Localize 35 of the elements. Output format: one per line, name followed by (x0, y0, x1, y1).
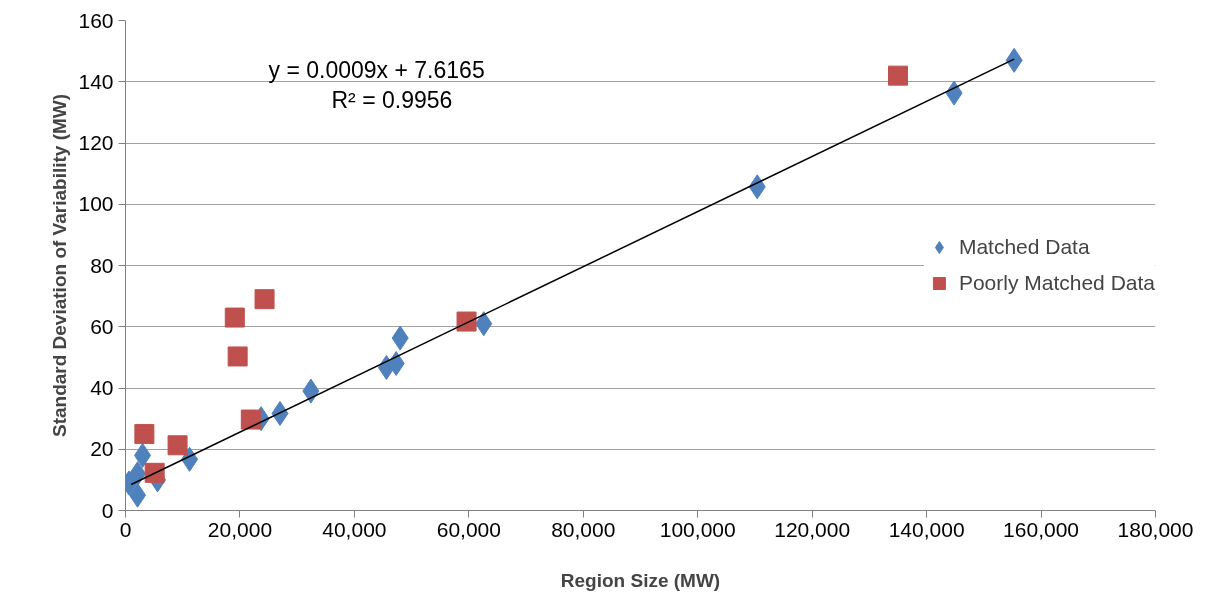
y-tick-label: 140 (78, 69, 114, 93)
point (167, 435, 188, 456)
legend-label: Poorly Matched Data (958, 271, 1155, 295)
x-tick-label: 120,000 (774, 517, 851, 541)
point (144, 462, 165, 483)
y-tick-label: 20 (90, 437, 114, 461)
point (240, 409, 261, 430)
y-tick-label: 160 (78, 8, 114, 32)
x-tick-label: 100,000 (659, 517, 736, 541)
point (387, 351, 405, 376)
legend-label: Matched Data (958, 235, 1090, 259)
point (227, 346, 248, 367)
point (224, 307, 245, 328)
x-tick-label: 40,000 (322, 517, 387, 541)
point (254, 289, 275, 310)
y-tick-label: 0 (101, 498, 114, 522)
x-tick-label: 180,000 (1117, 517, 1194, 541)
x-tick-label: 140,000 (888, 517, 965, 541)
x-axis-title: Region Size (MW) (560, 569, 721, 591)
y-tick-label: 120 (78, 131, 114, 154)
x-tick-label: 80,000 (551, 517, 616, 541)
y-tick-label: 100 (78, 192, 114, 216)
x-tick-label: 160,000 (1003, 517, 1080, 541)
point (456, 311, 477, 332)
y-axis-title: Standard Deviation of Variability (MW) (49, 93, 71, 438)
x-tick-label: 20,000 (207, 517, 273, 541)
y-tick-label: 80 (90, 253, 114, 277)
x-tick-label: 60,000 (436, 517, 501, 541)
x-tick-label: 0 (119, 517, 132, 541)
annotation: y = 0.0009x + 7.6165 (268, 56, 485, 83)
point (134, 423, 155, 444)
annotation: R² = 0.9956 (331, 87, 453, 114)
y-tick-label: 40 (90, 376, 114, 399)
point (888, 65, 908, 86)
y-tick-label: 60 (90, 314, 114, 338)
